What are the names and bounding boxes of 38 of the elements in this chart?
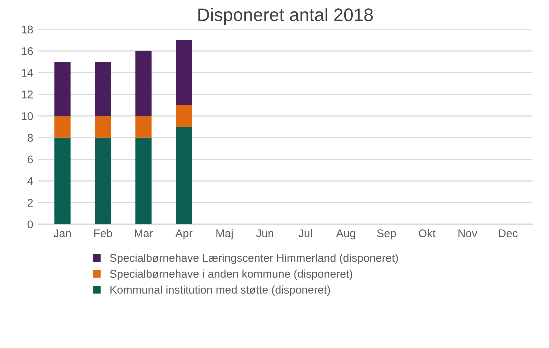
bar <box>176 127 192 224</box>
x-tick-label: Dec <box>499 230 518 238</box>
bar <box>136 116 152 138</box>
x-tick-label: Okt <box>419 229 436 238</box>
x-tick-label: Mar <box>135 230 154 238</box>
bar <box>54 62 71 116</box>
y-tick-label: 4 <box>28 178 34 186</box>
x-tick-label: Jan <box>54 230 71 238</box>
legend-label: Kommunal institution med støtte (disponeret) <box>110 286 330 296</box>
y-tick-label: 10 <box>22 112 34 120</box>
x-tick-label: Jul <box>298 229 312 238</box>
y-tick-label: 16 <box>22 48 34 56</box>
x-tick-label: Jun <box>256 230 274 238</box>
bar <box>176 105 192 128</box>
y-tick-label: 6 <box>28 156 34 164</box>
y-tick-label: 18 <box>22 26 34 34</box>
bar <box>136 51 152 116</box>
legend-label: Specialbørnehave i anden kommune (disponeret) <box>110 270 352 280</box>
bar <box>95 62 112 116</box>
y-tick-label: 8 <box>28 134 34 142</box>
x-tick-label: Nov <box>458 230 478 238</box>
legend-label: Specialbørnehave Læringscenter Himmerland (disponeret) <box>110 254 398 264</box>
y-tick-label: 0 <box>28 220 34 229</box>
x-tick-label: Sep <box>377 230 396 240</box>
bar <box>95 138 112 224</box>
y-tick-label: 12 <box>22 90 34 99</box>
x-tick-label: Feb <box>94 229 112 238</box>
bar <box>54 116 71 138</box>
chart-title: Disponeret antal 2018 <box>198 8 374 25</box>
bar <box>136 138 152 224</box>
bar <box>176 40 192 106</box>
y-tick-label: 14 <box>22 69 34 77</box>
bar <box>95 116 112 138</box>
x-tick-label: Apr <box>176 230 193 240</box>
x-tick-label: Aug <box>336 230 356 240</box>
y-tick-label: 2 <box>28 199 34 207</box>
bar <box>54 138 71 224</box>
x-tick-label: Maj <box>216 229 233 240</box>
